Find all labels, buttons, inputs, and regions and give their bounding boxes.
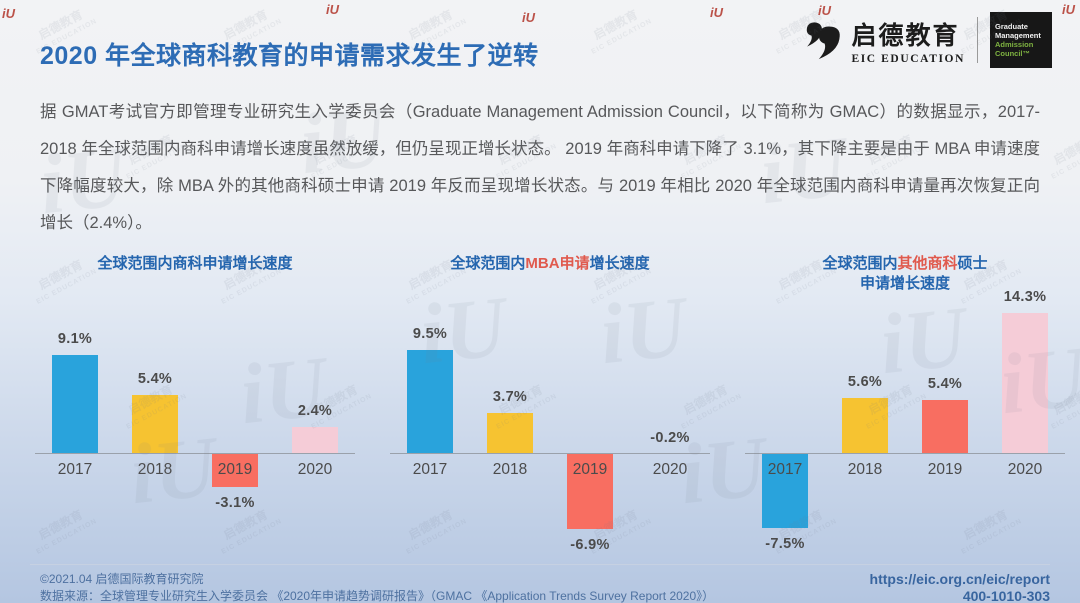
eic-logo-cn: 启德教育 <box>851 21 960 50</box>
footer-source-block: ©2021.04 启德国际教育研究院 数据来源：全球管理专业研究生入学委员会 《… <box>30 571 714 603</box>
bar-2019 <box>922 400 968 453</box>
bar-2017 <box>52 354 98 453</box>
eic-logo-en: EIC EDUCATION <box>851 52 965 65</box>
gmac-logo-line2: Management <box>995 31 1041 40</box>
chart-other-masters: 全球范围内其他商科硕士 申请增长速度 -7.5% 2017 5.6% 2018 5.4% 2… <box>745 246 1065 562</box>
x-tick-label: 2018 <box>847 461 883 478</box>
bar-2017 <box>407 350 453 453</box>
gmac-logo-line1: Graduate <box>995 22 1028 31</box>
x-tick-label: 2019 <box>217 461 253 478</box>
x-tick-label: 2019 <box>927 461 963 478</box>
x-tick-label: 2018 <box>492 461 528 478</box>
footer-data-source: 数据来源：全球管理专业研究生入学委员会 《2020年申请趋势调研报告》（GMAC… <box>40 589 715 603</box>
gmac-logo: Graduate Management Admission Council™ <box>990 12 1052 68</box>
intro-paragraph: 据 GMAT考试官方即管理专业研究生入学委员会（Graduate Managem… <box>40 103 1040 232</box>
x-tick-label: 2017 <box>767 461 803 478</box>
bar-2019 <box>567 454 613 529</box>
chart-title-text: 硕士 <box>957 255 988 272</box>
bar-value-label: 14.3% <box>1003 288 1047 305</box>
x-tick-label: 2017 <box>57 461 93 478</box>
bar-value-label: 5.6% <box>847 374 883 391</box>
page-title: 2020 年全球商科教育的申请需求发生了逆转 <box>40 42 539 70</box>
header-logos: 启德教育 EIC EDUCATION Graduate Management A… <box>799 12 1052 68</box>
chart-title-accent: MBA申请 <box>525 255 590 272</box>
bar-value-label: 5.4% <box>927 376 963 393</box>
bar-2020 <box>1002 312 1048 453</box>
chart-title: 全球范围内商科申请增长速度 <box>35 254 355 274</box>
x-tick-label: 2020 <box>1007 461 1043 478</box>
footer: ©2021.04 启德国际教育研究院 数据来源：全球管理专业研究生入学委员会 《… <box>30 564 1050 603</box>
bar-2018 <box>487 413 533 453</box>
bar-value-label: -0.2% <box>650 430 690 446</box>
x-tick-label: 2020 <box>297 461 333 478</box>
eic-logo-text: 启德教育 EIC EDUCATION <box>851 16 965 65</box>
footer-phone: 400-1010-303 <box>962 588 1050 603</box>
footer-contact-block: https://eic.org.cn/eic/report 400-1010-3… <box>870 571 1050 603</box>
x-tick-label: 2019 <box>572 461 608 478</box>
chart-title-text: 全球范围内 <box>450 255 526 272</box>
bar-2017 <box>762 454 808 528</box>
x-tick-label: 2020 <box>652 461 688 478</box>
chart-title-accent: 其他商科 <box>897 255 958 272</box>
x-axis-line <box>390 453 710 454</box>
bar-value-label: -7.5% <box>765 535 805 552</box>
bar-value-label: 3.7% <box>492 389 528 406</box>
footer-copyright: ©2021.04 启德国际教育研究院 <box>40 572 204 586</box>
gmac-logo-line4: Council™ <box>995 49 1030 58</box>
bar-value-label: -3.1% <box>215 495 255 512</box>
logo-divider <box>977 17 978 63</box>
bar-value-label: 9.1% <box>57 330 93 347</box>
bar-value-label: 5.4% <box>137 370 173 387</box>
chart-mba: 全球范围内MBA申请增长速度 9.5% 2017 3.7% 2018 -6.9% 2019… <box>390 246 710 562</box>
chart-title-text: 增长速度 <box>589 255 650 272</box>
eic-logo-icon <box>799 18 843 62</box>
chart-plot: 9.5% 2017 3.7% 2018 -6.9% 2019 -0.2% 2020 <box>390 300 710 560</box>
bar-2018 <box>132 394 178 453</box>
bar-2019 <box>212 454 258 488</box>
bar-value-label: -6.9% <box>570 536 610 553</box>
eic-logo: 启德教育 EIC EDUCATION <box>799 16 965 65</box>
bar-value-label: 2.4% <box>297 403 333 420</box>
chart-title: 全球范围内其他商科硕士 申请增长速度 <box>745 254 1065 294</box>
report-url-link[interactable]: https://eic.org.cn/eic/report <box>869 571 1050 587</box>
x-tick-label: 2018 <box>137 461 173 478</box>
gmac-logo-line3: Admission <box>995 40 1034 49</box>
chart-plot: -7.5% 2017 5.6% 2018 5.4% 2019 14.3% 2020 <box>745 289 1065 560</box>
chart-plot: 9.1% 2017 5.4% 2018 -3.1% 2019 2.4% 2020 <box>35 300 355 560</box>
chart-overall-business: 全球范围内商科申请增长速度 9.1% 2017 5.4% 2018 -3.1% 2019 2… <box>35 246 355 562</box>
chart-title: 全球范围内MBA申请增长速度 <box>390 254 710 274</box>
chart-title-text: 全球范围内商科申请增长速度 <box>97 255 293 272</box>
bar-value-label: 9.5% <box>412 326 448 343</box>
bar-2018 <box>842 398 888 453</box>
x-tick-label: 2017 <box>412 461 448 478</box>
x-axis-line <box>35 453 355 454</box>
x-axis-line <box>745 453 1065 454</box>
bar-2020 <box>292 427 338 453</box>
chart-title-text: 申请增长速度 <box>859 275 950 292</box>
chart-title-text: 全球范围内 <box>822 255 898 272</box>
charts-row: 全球范围内商科申请增长速度 9.1% 2017 5.4% 2018 -3.1% 2019 2… <box>35 246 1065 562</box>
